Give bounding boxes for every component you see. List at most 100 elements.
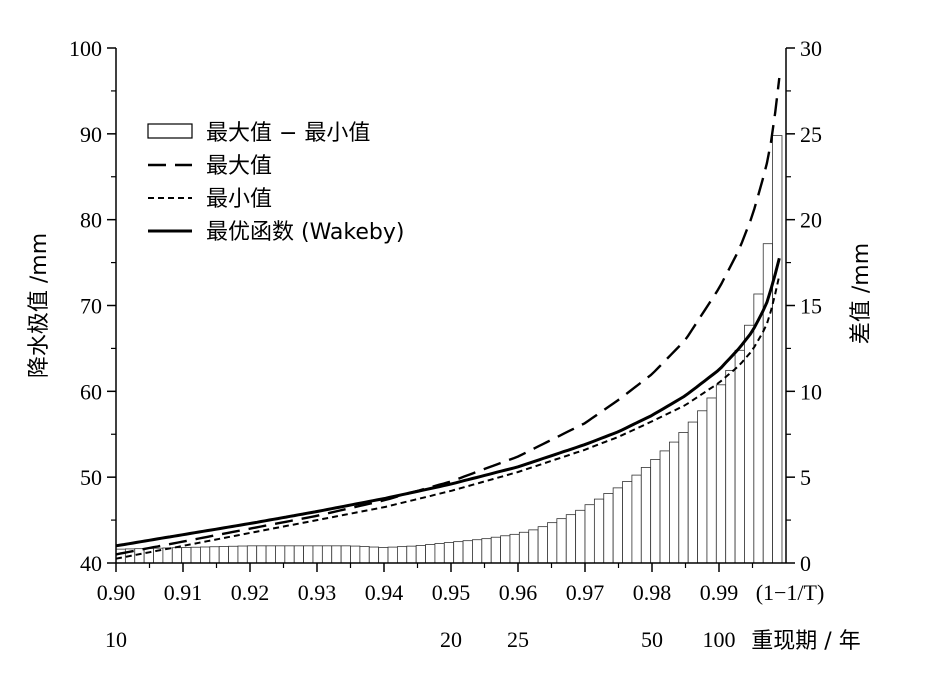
difference-bar bbox=[443, 542, 455, 564]
difference-bar bbox=[640, 467, 652, 564]
difference-bar bbox=[190, 546, 201, 564]
y-left-tick-label: 40 bbox=[80, 551, 102, 576]
difference-bar bbox=[612, 487, 623, 564]
y-right-tick-label: 5 bbox=[800, 465, 811, 490]
difference-bar bbox=[593, 498, 605, 564]
x-tick-label: 0.97 bbox=[566, 580, 605, 605]
difference-bar bbox=[209, 546, 220, 564]
difference-bar bbox=[753, 293, 764, 564]
difference-bar bbox=[556, 518, 567, 564]
return-period-title: 重现期 / 年 bbox=[751, 629, 860, 654]
difference-bar bbox=[331, 545, 342, 564]
y-right-tick-label: 30 bbox=[800, 36, 822, 61]
series-line bbox=[115, 77, 781, 556]
difference-bar bbox=[312, 545, 323, 564]
difference-bar bbox=[359, 546, 370, 564]
difference-bar bbox=[284, 545, 295, 564]
difference-bars bbox=[115, 135, 783, 564]
difference-bar bbox=[143, 548, 154, 564]
difference-bar bbox=[453, 541, 464, 564]
x-tick-label: 0.95 bbox=[432, 580, 471, 605]
x-tick-label: 0.92 bbox=[231, 580, 270, 605]
difference-bar bbox=[200, 546, 211, 564]
series-line bbox=[115, 257, 781, 548]
return-period-tick-label: 100 bbox=[703, 627, 736, 652]
y-left-tick-label: 80 bbox=[80, 208, 102, 233]
difference-bar bbox=[650, 459, 661, 564]
y-axis-left-title: 降水极值 /mm bbox=[27, 233, 52, 378]
difference-bar bbox=[547, 522, 558, 564]
return-period-tick-label: 10 bbox=[105, 627, 127, 652]
difference-bar bbox=[246, 545, 258, 564]
x-axis-end-label: (1−1/T) bbox=[756, 580, 825, 605]
series-lines bbox=[115, 77, 781, 560]
difference-bar bbox=[631, 474, 642, 564]
difference-bar bbox=[772, 135, 783, 564]
return-period-tick-label: 50 bbox=[641, 627, 663, 652]
difference-bar bbox=[265, 545, 276, 564]
return-period-tick-label: 20 bbox=[440, 627, 462, 652]
difference-bar bbox=[340, 545, 351, 564]
difference-bar bbox=[321, 545, 333, 564]
legend-label: 最小值 bbox=[206, 187, 272, 212]
y-right-tick-label: 25 bbox=[800, 122, 822, 147]
difference-bar bbox=[171, 547, 183, 564]
difference-bar bbox=[622, 481, 633, 564]
difference-bar bbox=[687, 421, 698, 564]
difference-bar bbox=[528, 529, 539, 564]
difference-bar bbox=[575, 509, 586, 564]
difference-bar bbox=[490, 536, 501, 564]
y-left-tick-label: 50 bbox=[80, 465, 102, 490]
difference-bar bbox=[115, 548, 126, 564]
difference-bar bbox=[406, 545, 417, 564]
tick-labels: 40 50 60 70 80 90 100 0 5 10 15 20 25 30 0.90 0.91 0.92 0… bbox=[69, 36, 822, 652]
axes bbox=[107, 47, 795, 572]
x-tick-label: 0.96 bbox=[499, 580, 538, 605]
difference-bar bbox=[134, 548, 145, 564]
difference-bar bbox=[434, 543, 445, 564]
x-tick-label: 0.90 bbox=[97, 580, 136, 605]
legend-label: 最大值 bbox=[206, 154, 272, 179]
x-tick-label: 0.94 bbox=[365, 580, 404, 605]
y-right-tick-label: 20 bbox=[800, 208, 822, 233]
x-tick-label: 0.91 bbox=[164, 580, 203, 605]
difference-bar bbox=[162, 547, 173, 564]
difference-bar bbox=[181, 547, 192, 564]
difference-bar bbox=[415, 545, 426, 564]
legend-swatch-bar bbox=[147, 123, 193, 139]
y-left-tick-label: 70 bbox=[80, 294, 102, 319]
difference-bar bbox=[706, 397, 717, 564]
y-right-tick-label: 15 bbox=[800, 294, 822, 319]
difference-bar bbox=[659, 450, 670, 564]
difference-bar bbox=[350, 545, 361, 564]
y-right-tick-label: 10 bbox=[800, 379, 822, 404]
difference-bar bbox=[387, 546, 398, 564]
difference-bar bbox=[275, 545, 286, 564]
difference-bar bbox=[725, 369, 736, 564]
difference-bar bbox=[481, 538, 492, 564]
y-axis-right-title: 差值 /mm bbox=[849, 243, 874, 344]
difference-bar bbox=[462, 540, 473, 564]
difference-bar bbox=[228, 545, 239, 564]
legend-label: 最优函数 (Wakeby) bbox=[206, 220, 404, 245]
difference-bar bbox=[396, 546, 408, 564]
difference-bar bbox=[293, 545, 305, 564]
x-tick-label: 0.93 bbox=[298, 580, 337, 605]
return-period-tick-label: 25 bbox=[507, 627, 529, 652]
difference-bar bbox=[509, 533, 520, 564]
difference-bar bbox=[378, 547, 389, 564]
difference-bar bbox=[518, 531, 530, 564]
difference-bar bbox=[584, 504, 595, 564]
difference-bar bbox=[697, 410, 708, 564]
series-line bbox=[115, 275, 781, 560]
difference-bar bbox=[565, 514, 577, 564]
y-left-tick-label: 100 bbox=[69, 36, 102, 61]
difference-bar bbox=[678, 432, 689, 564]
difference-bar bbox=[744, 324, 755, 564]
x-tick-label: 0.99 bbox=[700, 580, 739, 605]
difference-bar bbox=[603, 493, 614, 564]
y-left-tick-label: 60 bbox=[80, 379, 102, 404]
y-left-tick-label: 90 bbox=[80, 122, 102, 147]
